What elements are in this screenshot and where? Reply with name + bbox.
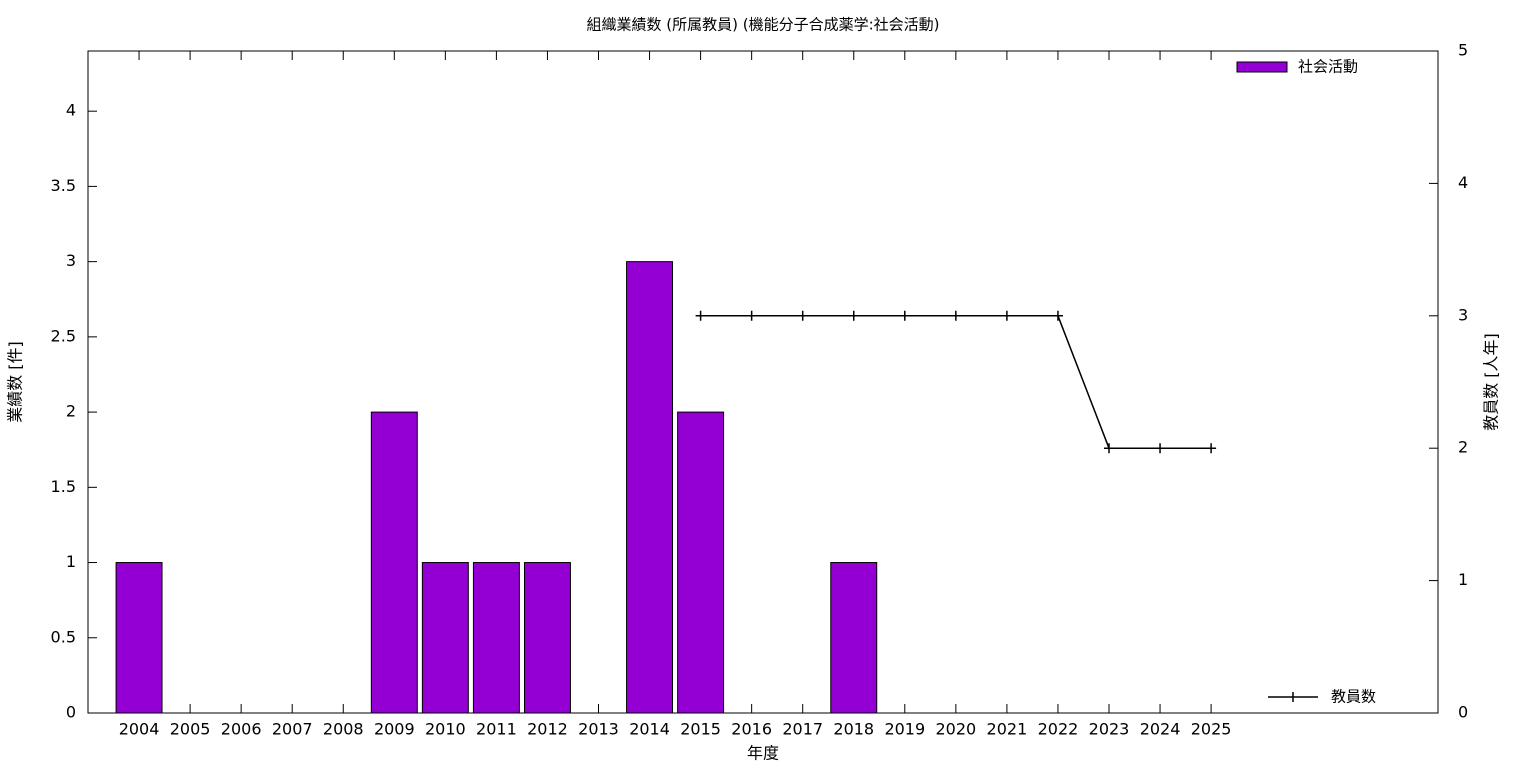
x-tick-label: 2020 [935, 720, 976, 739]
bar [523, 562, 571, 714]
y-axis-label: 業績数 [件] [6, 341, 25, 423]
bar [421, 562, 469, 714]
y-tick-label: 1 [66, 552, 76, 571]
bar [115, 562, 163, 714]
chart-title: 組織業績数 (所属教員) (機能分子合成薬学:社会活動) [586, 16, 939, 34]
x-tick-label: 2008 [323, 720, 364, 739]
x-tick-label: 2024 [1140, 720, 1181, 739]
y-tick-label: 1.5 [51, 477, 76, 496]
x-tick-label: 2010 [425, 720, 466, 739]
y2-tick-label: 4 [1458, 173, 1468, 192]
x-tick-label: 2007 [272, 720, 313, 739]
y-tick-label: 2 [66, 402, 76, 421]
x-tick-label: 2009 [374, 720, 415, 739]
y-tick-label: 0.5 [51, 627, 76, 646]
x-tick-label: 2006 [221, 720, 262, 739]
bar [472, 562, 520, 714]
y-tick-label: 4 [66, 101, 76, 120]
x-tick-label: 2018 [833, 720, 874, 739]
x-tick-label: 2016 [731, 720, 772, 739]
x-axis-label: 年度 [747, 744, 779, 763]
y2-tick-label: 1 [1458, 570, 1468, 589]
bar [830, 562, 878, 714]
legend-label: 教員数 [1331, 688, 1376, 706]
x-tick-label: 2013 [578, 720, 619, 739]
bar [626, 261, 674, 714]
y2-axis-label: 教員数 [人年] [1482, 333, 1501, 431]
legend-label: 社会活動 [1298, 58, 1358, 76]
x-tick-label: 2015 [680, 720, 721, 739]
y2-tick-label: 0 [1458, 703, 1468, 722]
y2-tick-label: 2 [1458, 438, 1468, 457]
x-tick-label: 2014 [629, 720, 670, 739]
bar [370, 411, 418, 714]
x-tick-label: 2004 [119, 720, 160, 739]
x-tick-label: 2017 [782, 720, 823, 739]
y-tick-label: 3 [66, 251, 76, 270]
x-tick-label: 2012 [527, 720, 568, 739]
x-tick-label: 2025 [1191, 720, 1232, 739]
x-tick-label: 2023 [1089, 720, 1130, 739]
legend-swatch [1236, 61, 1288, 73]
y-tick-label: 3.5 [51, 176, 76, 195]
x-tick-label: 2011 [476, 720, 517, 739]
x-tick-label: 2021 [987, 720, 1028, 739]
x-tick-label: 2022 [1038, 720, 1079, 739]
y-tick-label: 2.5 [51, 326, 76, 345]
y2-tick-label: 3 [1458, 305, 1468, 324]
y2-tick-label: 5 [1458, 41, 1468, 60]
plot-border [87, 50, 1439, 714]
line [700, 315, 1212, 449]
x-tick-label: 2005 [170, 720, 211, 739]
bar [677, 411, 725, 714]
x-tick-label: 2019 [884, 720, 925, 739]
y-tick-label: 0 [66, 703, 76, 722]
